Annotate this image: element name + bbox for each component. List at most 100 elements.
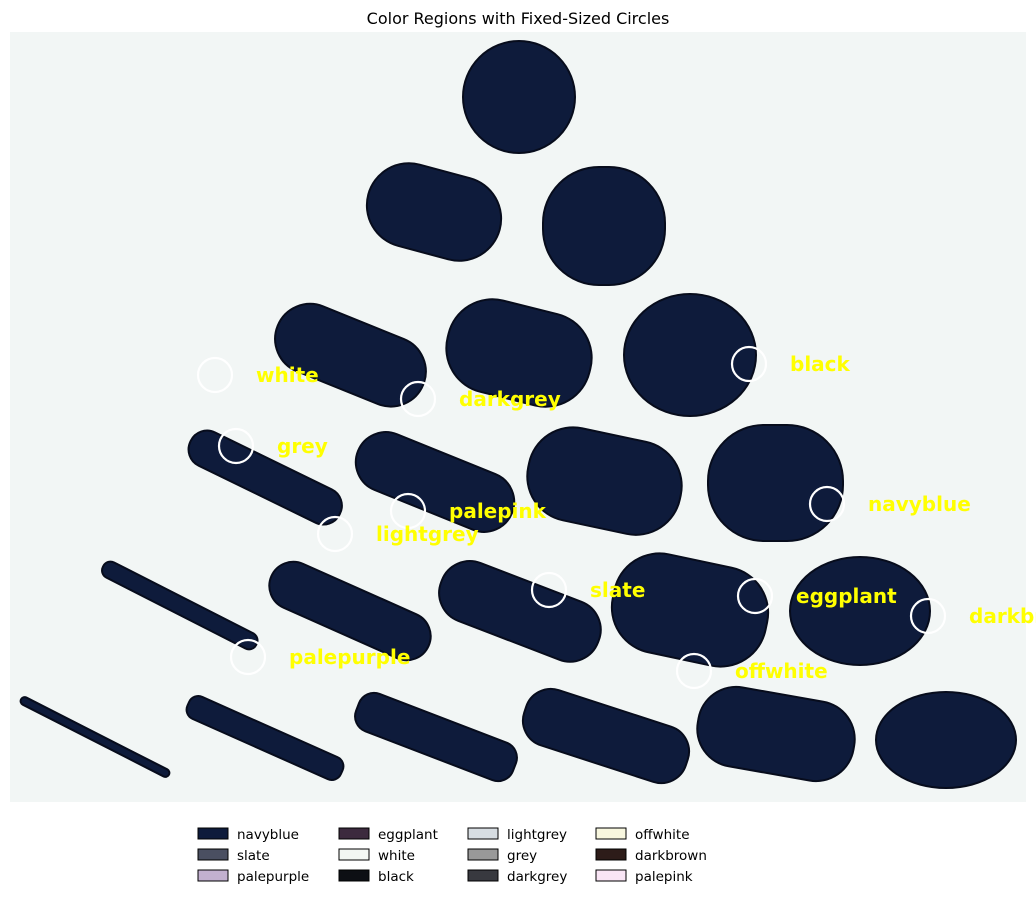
marker-circle [530,571,568,609]
shape-r5-3 [438,560,602,663]
legend-swatch [197,848,229,861]
legend-swatch [197,827,229,840]
legend: navyblue slate palepurple eggplant white blac… [197,827,707,885]
legend-label: darkgrey [507,869,567,885]
shape-r2-2 [542,166,666,286]
shape-r5-4 [610,552,770,668]
legend-swatch [197,869,229,882]
legend-item-slate: slate [197,848,270,864]
marker-circle [730,345,768,383]
shape-r4-2 [354,431,516,533]
legend-item-lightgrey: lightgrey [467,827,567,843]
legend-item-grey: grey [467,848,537,864]
marker-palepink: palepink [389,492,547,530]
marker-label: eggplant [796,584,897,608]
shape-r4-1 [187,429,343,526]
shape-r5-2 [268,560,432,662]
marker-lightgrey: lightgrey [316,515,479,553]
shape-r1-1 [462,40,576,154]
marker-offwhite: offwhite [675,652,828,690]
marker-white: white [196,356,319,394]
shape-r4-3 [526,426,683,536]
marker-label: palepurple [289,645,410,669]
legend-item-darkbrown: darkbrown [595,848,707,864]
marker-eggplant: eggplant [736,577,897,615]
marker-circle [808,485,846,523]
marker-label: offwhite [735,659,828,683]
shape-r4-4 [707,424,844,542]
marker-circle [675,652,713,690]
dark-shapes [19,40,1017,789]
shape-r6-6 [875,691,1017,789]
marker-label: darkbrown [969,604,1036,628]
marker-circle [736,577,774,615]
marker-grey: grey [217,427,328,465]
shape-r6-4 [521,687,691,785]
marker-circle [909,597,947,635]
legend-label: white [378,848,415,864]
shape-r6-3 [354,691,518,783]
legend-label: palepink [635,869,693,885]
legend-item-navyblue: navyblue [197,827,299,843]
legend-item-darkgrey: darkgrey [467,869,567,885]
legend-swatch [467,869,499,882]
legend-label: palepurple [237,869,309,885]
legend-label: lightgrey [507,827,567,843]
shape-r6-1 [19,696,171,778]
legend-swatch [595,869,627,882]
marker-darkbrown: darkbrown [909,597,1036,635]
marker-circle [316,515,354,553]
legend-label: offwhite [635,827,690,843]
marker-black: black [730,345,851,383]
shape-r5-1 [101,560,259,651]
legend-item-offwhite: offwhite [595,827,690,843]
shape-r3-1 [274,302,427,408]
marker-slate: slate [530,571,645,609]
shape-r5-5 [789,556,931,666]
marker-darkgrey: darkgrey [399,380,561,418]
marker-label: grey [277,434,328,458]
legend-label: navyblue [237,827,299,843]
marker-label: black [790,352,851,376]
marker-palepurple: palepurple [229,638,410,676]
shape-r6-2 [185,695,345,781]
marker-label: lightgrey [376,522,479,546]
shape-r2-1 [365,162,503,262]
legend-swatch [595,827,627,840]
legend-swatch [595,848,627,861]
legend-swatch [467,827,499,840]
marker-label: slate [590,578,645,602]
marker-circle [229,638,267,676]
marker-label: palepink [449,499,547,523]
legend-item-white: white [338,848,415,864]
legend-label: grey [507,848,537,864]
legend-label: black [378,869,414,885]
shape-r6-5 [696,685,856,783]
marker-circle [389,492,427,530]
marker-circle [217,427,255,465]
shape-r3-3 [623,293,757,417]
image-background [10,32,1026,802]
legend-swatch [338,869,370,882]
shape-r3-2 [445,298,593,408]
marker-navyblue: navyblue [808,485,971,523]
marker-label: darkgrey [459,387,561,411]
legend-label: darkbrown [635,848,707,864]
legend-label: eggplant [378,827,438,843]
marker-circle [196,356,234,394]
legend-item-eggplant: eggplant [338,827,438,843]
marker-label: white [256,363,319,387]
legend-swatch [338,827,370,840]
legend-item-palepink: palepink [595,869,693,885]
legend-item-black: black [338,869,414,885]
legend-item-palepurple: palepurple [197,869,309,885]
legend-label: slate [237,848,270,864]
marker-label: navyblue [868,492,971,516]
legend-swatch [467,848,499,861]
legend-swatch [338,848,370,861]
marker-circle [399,380,437,418]
chart-title: Color Regions with Fixed-Sized Circles [367,9,670,28]
